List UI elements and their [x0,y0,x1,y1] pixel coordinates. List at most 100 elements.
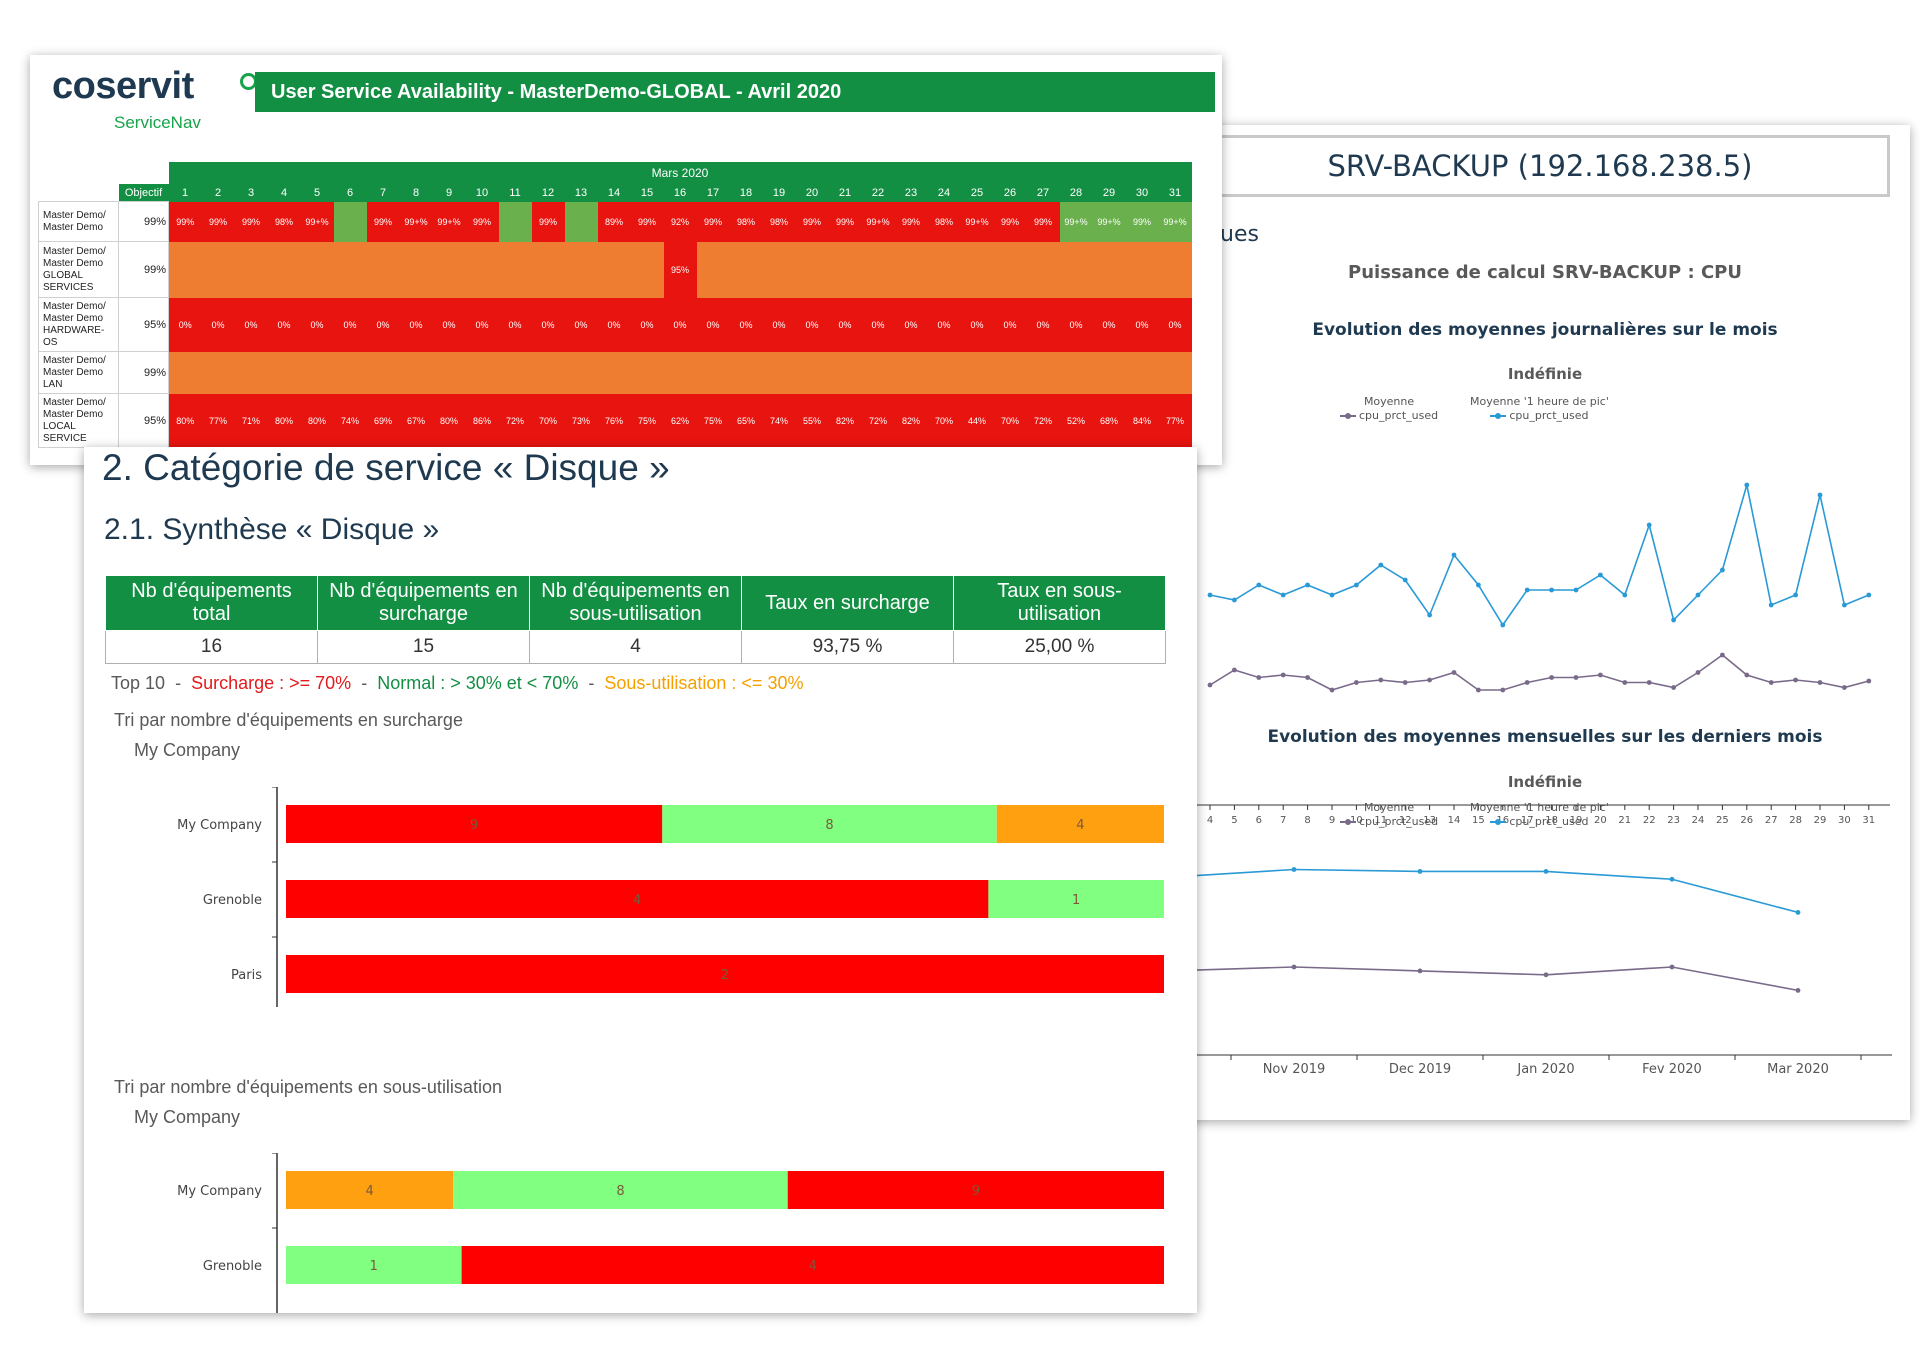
availability-cell: 77% [1158,393,1192,448]
availability-cell: 0% [1125,297,1159,352]
x-tick-label: 30 [1838,815,1851,826]
x-tick-label: 4 [1207,815,1213,826]
day-header: 31 [1158,184,1192,202]
availability-row: Master Demo/ Master Demo HARDWARE-OS 95% 0… [38,297,1192,352]
x-tick-label: 24 [1692,815,1705,826]
legend-avg-label: Moyenne [1363,801,1415,814]
availability-cell [465,351,499,394]
data-point [1573,675,1579,680]
data-point [1598,672,1603,678]
availability-cell [531,241,565,298]
coservit-logo: coservit ServiceNav [52,65,257,132]
day-header: 2 [201,184,235,202]
availability-cell [366,241,400,298]
data-point [1543,869,1549,874]
availability-cell: 0% [960,297,994,352]
x-tick-label: 11 [1374,815,1387,826]
data-point [1354,680,1359,685]
day-header: 7 [366,184,400,202]
availability-cell: 99+% [960,201,994,242]
data-point [1598,572,1603,578]
day-header: 1 [168,184,202,202]
value-sous: 4 [529,630,742,664]
availability-cell: 99% [993,201,1027,242]
bar-segment [787,1171,1164,1209]
category-label: My Company [177,1184,262,1199]
data-point [1329,687,1335,693]
availability-cell [234,351,268,394]
data-point [1573,587,1579,593]
data-point [1549,675,1554,680]
bar-value-label: 1 [370,1259,378,1274]
day-header: 22 [861,184,895,202]
legend-normal: Normal : > 30% et < 70% [377,673,579,693]
objective-value: 99% [118,351,169,394]
data-point [1744,672,1750,678]
x-tick-label: 15 [1472,815,1485,826]
availability-cell: 99+% [861,201,895,242]
availability-cell: 77% [201,393,235,448]
availability-cell [1158,351,1192,394]
blank-corner [39,184,119,202]
day-header: 25 [960,184,994,202]
availability-cell: 70% [531,393,565,448]
availability-cell [267,351,301,394]
value-taux-surcharge: 93,75 % [741,630,954,664]
data-point [1427,612,1432,618]
availability-cell: 69% [366,393,400,448]
availability-cell [795,241,829,298]
objective-header: Objectif [118,184,169,202]
data-point [1646,522,1652,528]
availability-cell [828,241,862,298]
data-point [1795,988,1801,993]
day-header: 16 [663,184,697,202]
x-tick-label: 12 [1399,815,1412,826]
availability-cell [960,241,994,298]
legend-avg-metric: cpu_prct_used [1359,409,1439,422]
data-point [1378,677,1384,683]
availability-cell: 0% [597,297,631,352]
legend-avg-label: Moyenne [1363,395,1415,408]
objective-value: 99% [118,201,169,242]
data-point [1622,680,1628,685]
availability-cell: 99% [234,201,268,242]
availability-cell: 99% [366,201,400,242]
data-point [1817,492,1823,498]
availability-cell [960,351,994,394]
data-point [1669,964,1675,970]
availability-table-wrap: Mars 2020 Objectif 1 2 3 4 5 6 7 8 9 10 11 12 13 14 15 16… [38,162,1192,448]
data-point [1768,680,1774,685]
availability-cell [729,241,763,298]
availability-cell: 0% [1026,297,1060,352]
day-header: 18 [729,184,763,202]
availability-cell: 0% [927,297,961,352]
day-header-row: Objectif 1 2 3 4 5 6 7 8 9 10 11 12 13 14 15 16 17 18 19 20 2… [39,184,1192,202]
availability-cell: 99% [696,201,730,242]
day-header: 19 [762,184,796,202]
day-header: 13 [564,184,598,202]
availability-cell: 99+% [399,201,433,242]
day-header: 8 [399,184,433,202]
bar-segment [286,880,989,918]
bar-segment [988,880,1164,918]
availability-cell [432,241,466,298]
data-point [1378,562,1384,568]
col-sous-header: Nb d'équipements en sous-utilisation [529,575,742,631]
data-point [1549,587,1554,593]
service-label: Master Demo/ Master Demo LAN [38,351,119,394]
availability-cell [1059,241,1093,298]
availability-cell: 80% [267,393,301,448]
day-header: 20 [795,184,829,202]
availability-cell [993,241,1027,298]
col-surcharge-header: Nb d'équipements en surcharge [317,575,530,631]
service-label: Master Demo/ Master Demo [38,201,119,242]
availability-cell: 70% [927,393,961,448]
monthly-chart-subtitle: Indéfinie [1507,773,1583,791]
value-taux-sous: 25,00 % [953,630,1166,664]
availability-cell: 0% [828,297,862,352]
data-point [1795,910,1801,915]
data-point [1543,972,1549,978]
legend-sep: - [361,673,368,693]
availability-cell: 76% [597,393,631,448]
x-tick-label: Mar 2020 [1767,1062,1829,1077]
